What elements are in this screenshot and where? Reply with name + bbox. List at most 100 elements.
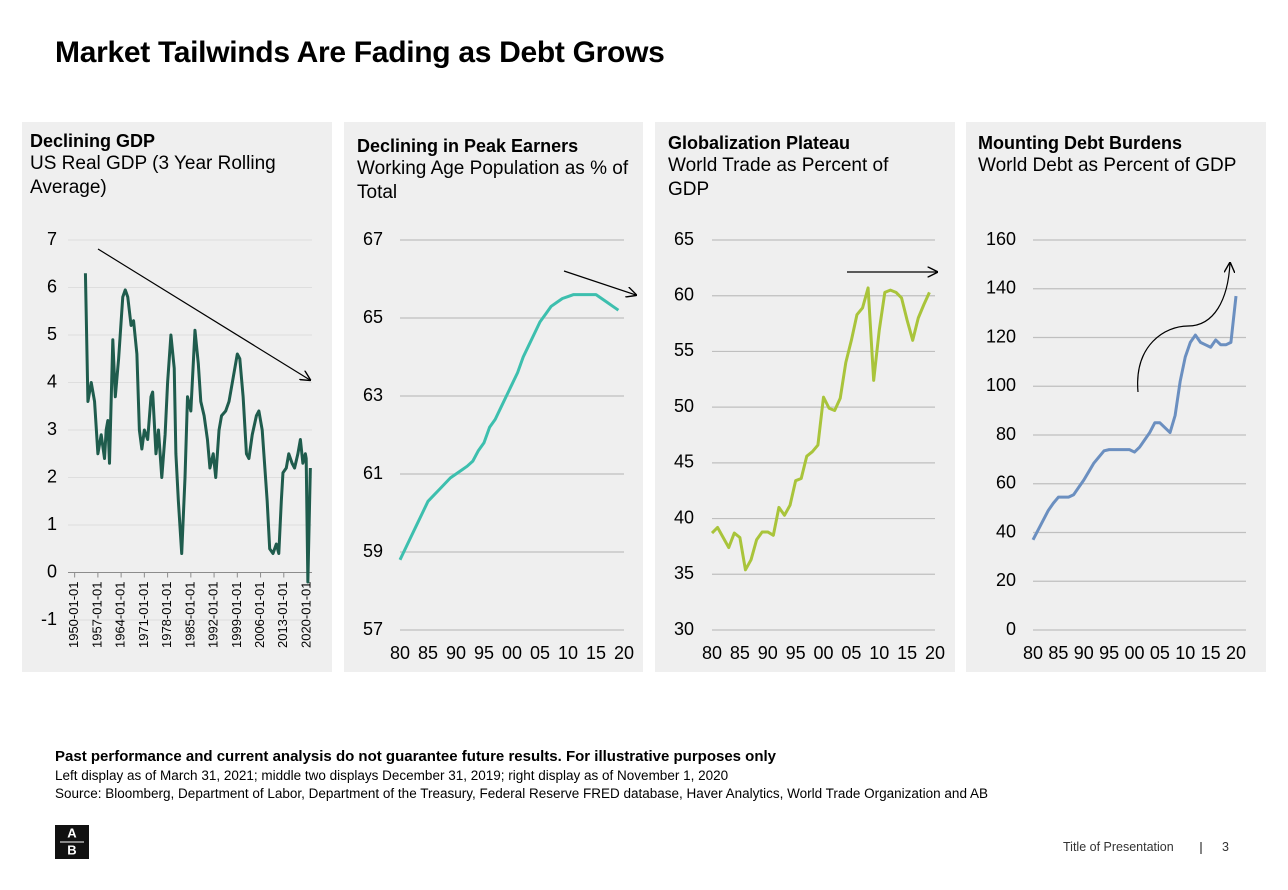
panel-heading: Declining in Peak Earners Working Age Po… [357, 135, 629, 205]
y-tick-label: 40 [674, 507, 694, 527]
panel-subtitle: World Trade as Percent of GDP [668, 155, 889, 200]
x-tick-label: 15 [586, 643, 606, 663]
x-tick-label: 15 [1201, 643, 1221, 663]
x-tick-label: 1999-01-01 [229, 582, 244, 649]
y-tick-label: 5 [47, 324, 57, 344]
x-tick-label: 85 [730, 643, 750, 663]
panel-heading: Declining GDP US Real GDP (3 Year Rollin… [30, 130, 315, 200]
y-tick-label: 45 [674, 452, 694, 472]
x-tick-label: 1985-01-01 [182, 582, 197, 649]
panel-subtitle: World Debt as Percent of GDP [978, 155, 1237, 176]
x-tick-label: 2013-01-01 [275, 582, 290, 649]
panel [344, 122, 643, 672]
y-tick-label: 35 [674, 563, 694, 583]
x-tick-label: 20 [1226, 643, 1246, 663]
x-tick-label: 10 [869, 643, 889, 663]
footnote: Left display as of March 31, 2021; middl… [55, 768, 729, 783]
x-tick-label: 00 [813, 643, 833, 663]
x-tick-label: 95 [1099, 643, 1119, 663]
x-tick-label: 95 [786, 643, 806, 663]
panel-heading: Mounting Debt Burdens World Debt as Perc… [978, 132, 1263, 178]
y-tick-label: 50 [674, 396, 694, 416]
x-tick-label: 95 [474, 643, 494, 663]
y-tick-label: -1 [41, 609, 57, 629]
panel-title: Mounting Debt Burdens [978, 133, 1182, 153]
y-tick-label: 63 [363, 385, 383, 405]
x-tick-label: 05 [530, 643, 550, 663]
slide-title: Market Tailwinds Are Fading as Debt Grow… [55, 36, 665, 69]
y-tick-label: 2 [47, 466, 57, 486]
y-tick-label: 57 [363, 619, 383, 639]
y-tick-label: 0 [1006, 619, 1016, 639]
x-tick-label: 10 [558, 643, 578, 663]
disclaimer: Past performance and current analysis do… [55, 748, 777, 765]
x-tick-label: 00 [1124, 643, 1144, 663]
panel-heading: Globalization Plateau World Trade as Per… [668, 132, 913, 202]
x-tick-label: 15 [897, 643, 917, 663]
y-tick-label: 20 [996, 570, 1016, 590]
y-tick-label: 60 [996, 473, 1016, 493]
y-tick-label: 140 [986, 278, 1016, 298]
y-tick-label: 80 [996, 424, 1016, 444]
panel-title: Declining GDP [30, 131, 156, 151]
y-tick-label: 30 [674, 619, 694, 639]
x-tick-label: 05 [841, 643, 861, 663]
y-tick-label: 55 [674, 340, 694, 360]
data-line [398, 293, 620, 561]
y-tick-label: 3 [47, 419, 57, 439]
x-tick-label: 1978-01-01 [159, 582, 174, 649]
y-tick-label: 65 [674, 229, 694, 249]
trend-arrow [563, 270, 636, 295]
data-line [710, 286, 931, 572]
trend-arrow [97, 248, 310, 380]
y-tick-label: 4 [47, 371, 57, 391]
logo-letter: B [67, 842, 76, 857]
y-tick-label: 100 [986, 375, 1016, 395]
y-tick-label: 120 [986, 326, 1016, 346]
x-tick-label: 80 [1023, 643, 1043, 663]
x-tick-label: 20 [614, 643, 634, 663]
x-tick-label: 05 [1150, 643, 1170, 663]
x-tick-label: 2020-01-01 [298, 582, 313, 649]
y-tick-label: 60 [674, 284, 694, 304]
x-tick-label: 90 [1074, 643, 1094, 663]
x-tick-label: 85 [1048, 643, 1068, 663]
data-line [83, 273, 312, 584]
panel-title: Declining in Peak Earners [357, 136, 579, 156]
y-tick-label: 61 [363, 463, 383, 483]
footnote: Source: Bloomberg, Department of Labor, … [55, 786, 988, 801]
panel [655, 122, 955, 672]
x-tick-label: 80 [702, 643, 722, 663]
x-tick-label: 10 [1175, 643, 1195, 663]
y-tick-label: 0 [47, 561, 57, 581]
y-tick-label: 40 [996, 521, 1016, 541]
x-tick-label: 1957-01-01 [89, 582, 104, 649]
trend-arrow [1137, 263, 1230, 393]
x-tick-label: 1964-01-01 [113, 582, 128, 649]
y-tick-label: 59 [363, 541, 383, 561]
x-tick-label: 85 [418, 643, 438, 663]
panel [22, 122, 332, 672]
y-tick-label: 65 [363, 307, 383, 327]
x-tick-label: 1971-01-01 [136, 582, 151, 649]
x-tick-label: 00 [502, 643, 522, 663]
x-tick-label: 90 [758, 643, 778, 663]
footer-title: Title of Presentation [1063, 840, 1174, 854]
page-number: 3 [1222, 840, 1229, 854]
panel [966, 122, 1266, 672]
panel-subtitle: Working Age Population as % of Total [357, 158, 629, 203]
y-tick-label: 1 [47, 514, 57, 534]
panel-title: Globalization Plateau [668, 133, 851, 153]
x-tick-label: 2006-01-01 [252, 582, 267, 649]
x-tick-label: 1992-01-01 [206, 582, 221, 649]
x-tick-label: 90 [446, 643, 466, 663]
y-tick-label: 6 [47, 276, 57, 296]
panel-subtitle: US Real GDP (3 Year Rolling Average) [30, 153, 276, 198]
y-tick-label: 160 [986, 229, 1016, 249]
x-tick-label: 80 [390, 643, 410, 663]
data-line [1031, 295, 1238, 541]
y-tick-label: 7 [47, 229, 57, 249]
y-tick-label: 67 [363, 229, 383, 249]
